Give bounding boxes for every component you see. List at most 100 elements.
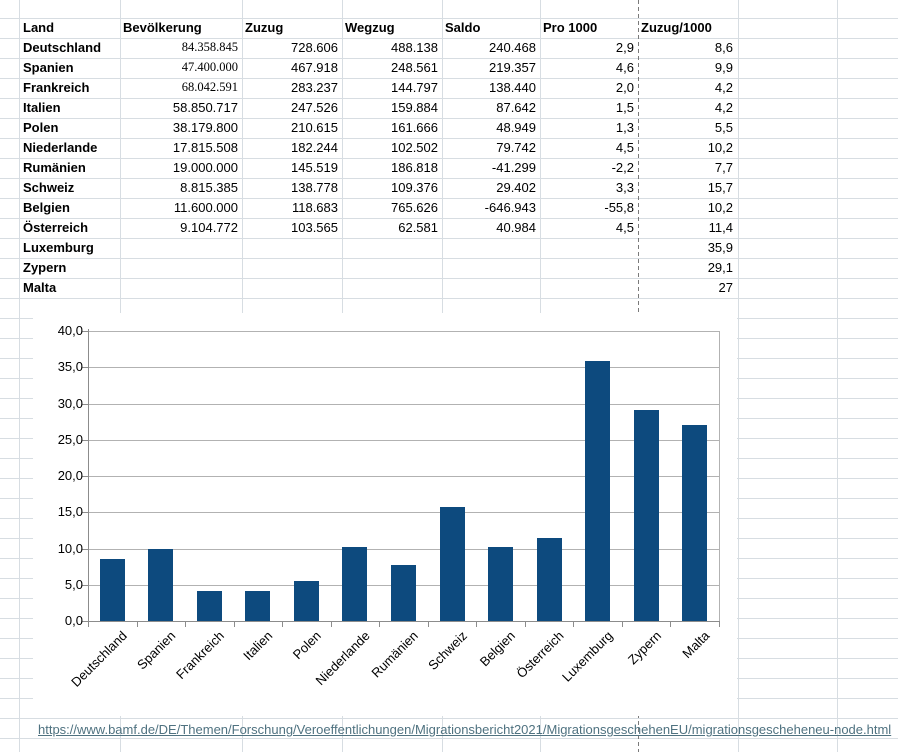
cell-pro[interactable]: 3,3	[615, 180, 634, 195]
cell-bev[interactable]: 84.358.845	[181, 40, 238, 54]
cell-saldo[interactable]	[443, 278, 536, 298]
cell-land[interactable]: Luxemburg	[23, 240, 94, 255]
cell-land[interactable]: Österreich	[23, 220, 89, 235]
cell-saldo[interactable]	[443, 238, 536, 258]
source-link[interactable]: https://www.bamf.de/DE/Themen/Forschung/…	[38, 722, 892, 737]
cell-pro[interactable]: 2,0	[615, 80, 634, 95]
cell-saldo[interactable]: 29.402	[496, 180, 536, 195]
cell-pro[interactable]: 4,5	[615, 140, 634, 155]
cell-zuzug[interactable]: 145.519	[291, 160, 338, 175]
column-header-pro[interactable]: Pro 1000	[543, 20, 598, 35]
cell-wegzug[interactable]	[343, 278, 438, 298]
cell-bev[interactable]	[121, 258, 238, 278]
cell-bev[interactable]: 9.104.772	[180, 220, 238, 235]
cell-wegzug[interactable]: 102.502	[391, 140, 438, 155]
cell-bev[interactable]: 58.850.717	[172, 100, 238, 115]
cell-land[interactable]: Polen	[23, 120, 59, 135]
cell-zuzug[interactable]	[243, 278, 338, 298]
cell-pro[interactable]: 1,5	[615, 100, 634, 115]
cell-land[interactable]: Malta	[23, 280, 57, 295]
cell-wegzug[interactable]	[343, 258, 438, 278]
cell-land[interactable]: Rumänien	[23, 160, 86, 175]
cell-saldo[interactable]: -41.299	[491, 160, 536, 175]
chart[interactable]: 0,0 5,0 10,0 15,0 20,0 25,0 30,0 35,0 40,0 Deutsc…	[33, 313, 737, 716]
cell-bev[interactable]	[121, 278, 238, 298]
cell-zz[interactable]: 27	[718, 280, 733, 295]
cell-zz[interactable]: 5,5	[714, 120, 733, 135]
cell-land[interactable]: Schweiz	[23, 180, 75, 195]
column-header-zz[interactable]: Zuzug/1000	[641, 20, 712, 35]
column-header-saldo[interactable]: Saldo	[445, 20, 481, 35]
cell-wegzug[interactable]: 62.581	[398, 220, 438, 235]
cell-pro[interactable]: -55,8	[604, 200, 634, 215]
cell-zz[interactable]: 10,2	[707, 140, 733, 155]
cell-pro[interactable]	[541, 278, 634, 298]
cell-land[interactable]: Belgien	[23, 200, 70, 215]
cell-saldo[interactable]: 48.949	[496, 120, 536, 135]
cell-zz[interactable]: 15,7	[707, 180, 733, 195]
cell-bev[interactable]	[121, 238, 238, 258]
cell-zuzug[interactable]: 728.606	[291, 40, 338, 55]
cell-zuzug[interactable]: 138.778	[291, 180, 338, 195]
cell-saldo[interactable]: 79.742	[496, 140, 536, 155]
cell-pro[interactable]	[541, 238, 634, 258]
cell-zuzug[interactable]: 467.918	[291, 60, 338, 75]
cell-saldo[interactable]: -646.943	[484, 200, 536, 215]
cell-wegzug[interactable]: 488.138	[391, 40, 438, 55]
column-header-zuzug[interactable]: Zuzug	[245, 20, 284, 35]
cell-zz[interactable]: 4,2	[714, 80, 733, 95]
cell-wegzug[interactable]: 109.376	[391, 180, 438, 195]
cell-land[interactable]: Italien	[23, 100, 61, 115]
cell-bev[interactable]: 68.042.591	[181, 80, 238, 94]
cell-land[interactable]: Frankreich	[23, 80, 90, 95]
cell-bev[interactable]: 19.000.000	[172, 160, 238, 175]
cell-zz[interactable]: 29,1	[707, 260, 733, 275]
cell-zz[interactable]: 11,4	[708, 220, 733, 235]
cell-zz[interactable]: 9,9	[714, 60, 733, 75]
cell-zuzug[interactable]: 210.615	[291, 120, 338, 135]
cell-wegzug[interactable]: 248.561	[391, 60, 438, 75]
cell-pro[interactable]: 4,6	[615, 60, 634, 75]
cell-wegzug[interactable]	[343, 238, 438, 258]
cell-zuzug[interactable]: 283.237	[291, 80, 338, 95]
cell-land[interactable]: Deutschland	[23, 40, 102, 55]
cell-zz[interactable]: 7,7	[714, 160, 733, 175]
cell-pro[interactable]	[541, 258, 634, 278]
cell-bev[interactable]: 11.600.000	[173, 200, 238, 215]
cell-zz[interactable]: 8,6	[714, 40, 733, 55]
cell-saldo[interactable]: 138.440	[489, 80, 536, 95]
cell-wegzug[interactable]: 161.666	[391, 120, 438, 135]
cell-bev[interactable]: 8.815.385	[180, 180, 238, 195]
cell-pro[interactable]: 1,3	[615, 120, 634, 135]
cell-wegzug[interactable]: 765.626	[391, 200, 438, 215]
cell-land[interactable]: Zypern	[23, 260, 67, 275]
cell-saldo[interactable]: 240.468	[489, 40, 536, 55]
cell-bev[interactable]: 17.815.508	[172, 140, 238, 155]
cell-saldo[interactable]: 219.357	[489, 60, 536, 75]
cell-zz[interactable]: 10,2	[707, 200, 733, 215]
cell-bev[interactable]: 47.400.000	[181, 60, 238, 74]
column-header-bev[interactable]: Bevölkerung	[123, 20, 202, 35]
cell-saldo[interactable]: 87.642	[496, 100, 536, 115]
cell-zuzug[interactable]: 118.683	[291, 200, 338, 215]
column-header-land[interactable]: Land	[23, 20, 55, 35]
cell-zuzug[interactable]: 103.565	[291, 220, 338, 235]
cell-land[interactable]: Niederlande	[23, 140, 98, 155]
cell-zz[interactable]: 4,2	[714, 100, 733, 115]
cell-land[interactable]: Spanien	[23, 60, 74, 75]
cell-zuzug[interactable]: 247.526	[291, 100, 338, 115]
cell-saldo[interactable]	[443, 258, 536, 278]
cell-pro[interactable]: -2,2	[611, 160, 634, 175]
cell-zuzug[interactable]	[243, 238, 338, 258]
cell-pro[interactable]: 2,9	[615, 40, 634, 55]
column-header-wegzug[interactable]: Wegzug	[345, 20, 395, 35]
cell-zz[interactable]: 35,9	[707, 240, 733, 255]
cell-saldo[interactable]: 40.984	[496, 220, 536, 235]
cell-bev[interactable]: 38.179.800	[172, 120, 238, 135]
cell-zuzug[interactable]	[243, 258, 338, 278]
cell-wegzug[interactable]: 186.818	[391, 160, 438, 175]
cell-zuzug[interactable]: 182.244	[291, 140, 338, 155]
cell-wegzug[interactable]: 144.797	[391, 80, 438, 95]
cell-wegzug[interactable]: 159.884	[391, 100, 438, 115]
cell-pro[interactable]: 4,5	[615, 220, 634, 235]
